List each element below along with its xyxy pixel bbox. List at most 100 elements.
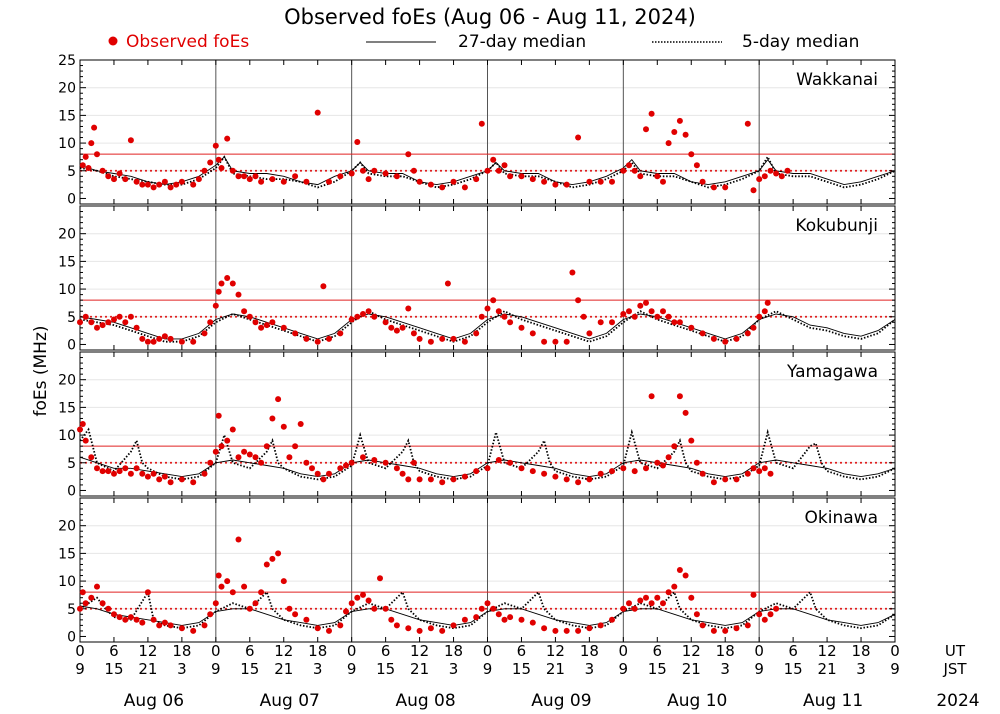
- observed-point: [609, 616, 615, 623]
- x-tick-label-jst: 15: [784, 660, 803, 678]
- observed-point: [94, 583, 100, 590]
- observed-point: [156, 622, 163, 629]
- observed-point: [275, 550, 282, 557]
- panel-wakkanai: 0 5 10 15 20 25 Wakkanai: [58, 53, 896, 207]
- observed-point: [563, 181, 570, 188]
- observed-point: [348, 600, 355, 607]
- observed-point: [252, 600, 259, 607]
- observed-point: [563, 476, 570, 483]
- observed-point: [529, 176, 536, 183]
- y-tick-label: 25: [58, 53, 76, 69]
- observed-point: [507, 614, 514, 621]
- observed-point: [450, 335, 457, 342]
- observed-point: [631, 605, 638, 612]
- observed-point: [218, 280, 225, 287]
- observed-point: [85, 165, 92, 171]
- observed-point: [495, 308, 502, 315]
- observed-point: [722, 476, 729, 483]
- observed-point: [82, 153, 89, 160]
- observed-point: [207, 611, 214, 618]
- observed-point: [631, 167, 638, 174]
- observed-point: [507, 459, 514, 466]
- observed-point: [252, 173, 259, 180]
- observed-point: [224, 135, 231, 142]
- observed-point: [671, 443, 678, 450]
- observed-point: [201, 622, 208, 629]
- panel-kokubunji: 0 5 10 15 20 Kokubunji: [58, 205, 896, 353]
- observed-point: [365, 308, 372, 315]
- observed-point: [541, 338, 548, 345]
- observed-point: [648, 600, 655, 607]
- x-tick-label-jst: 9: [619, 660, 629, 678]
- observed-point: [648, 308, 655, 315]
- x-tick-label-jst: 9: [754, 660, 764, 678]
- observed-point: [744, 470, 751, 477]
- observed-point: [490, 297, 497, 304]
- y-tick-label: 0: [67, 483, 76, 499]
- observed-point: [99, 322, 106, 329]
- observed-point: [733, 335, 740, 342]
- observed-point: [764, 299, 771, 306]
- observed-point: [280, 423, 287, 430]
- observed-point: [258, 589, 265, 596]
- x-axis-ut-name: UT: [945, 642, 966, 660]
- x-tick-label-jst: 15: [648, 660, 667, 678]
- observed-point: [750, 591, 757, 598]
- y-axis-label: foEs (MHz): [31, 325, 51, 416]
- observed-point: [461, 473, 468, 480]
- observed-point: [699, 622, 706, 629]
- observed-point: [450, 476, 457, 483]
- observed-point: [215, 156, 222, 163]
- observed-point: [473, 176, 480, 183]
- observed-point: [122, 616, 129, 623]
- observed-point: [586, 330, 593, 337]
- observed-point: [676, 393, 683, 400]
- observed-point: [541, 470, 548, 477]
- observed-point: [212, 302, 219, 309]
- x-tick-label-ut: 6: [653, 642, 663, 660]
- observed-point: [773, 605, 780, 612]
- observed-point: [286, 605, 293, 612]
- observed-point: [654, 459, 661, 466]
- chart-title: Observed foEs (Aug 06 - Aug 11, 2024): [284, 5, 696, 29]
- observed-point: [767, 167, 774, 174]
- observed-point: [241, 173, 248, 180]
- observed-point: [326, 470, 332, 477]
- observed-point: [292, 330, 299, 337]
- x-tick-label-ut: 6: [381, 642, 391, 660]
- observed-point: [215, 288, 222, 295]
- observed-point: [150, 470, 157, 477]
- observed-point: [212, 600, 219, 607]
- observed-point: [660, 308, 666, 315]
- observed-point: [569, 269, 576, 276]
- x-tick-label-jst: 15: [512, 660, 531, 678]
- observed-point: [597, 470, 604, 477]
- observed-point: [473, 468, 480, 475]
- observed-point: [139, 619, 146, 626]
- observed-point: [343, 462, 349, 469]
- observed-point: [761, 616, 768, 623]
- observed-point: [201, 470, 208, 477]
- observed-point: [88, 319, 95, 326]
- observed-point: [575, 627, 582, 634]
- observed-point: [326, 627, 332, 634]
- observed-point: [241, 583, 248, 590]
- observed-point: [122, 319, 129, 326]
- station-label: Kokubunji: [795, 216, 878, 236]
- observed-point: [382, 319, 389, 326]
- legend: Observed foEs 27-day median 5-day median: [108, 32, 859, 52]
- observed-point: [609, 468, 615, 475]
- day-label: Aug 10: [667, 691, 727, 711]
- observed-point: [320, 283, 327, 290]
- observed-point: [218, 583, 225, 590]
- x-tick-label-ut: 12: [274, 642, 293, 660]
- observed-point: [252, 319, 259, 326]
- y-tick-label: 5: [67, 310, 76, 326]
- x-tick-label-jst: 9: [347, 660, 357, 678]
- observed-point: [699, 330, 706, 337]
- observed-point: [297, 421, 304, 427]
- observed-point: [371, 457, 378, 463]
- observed-points: [77, 536, 780, 634]
- observed-point: [314, 470, 321, 477]
- x-tick-label-ut: 18: [444, 642, 463, 660]
